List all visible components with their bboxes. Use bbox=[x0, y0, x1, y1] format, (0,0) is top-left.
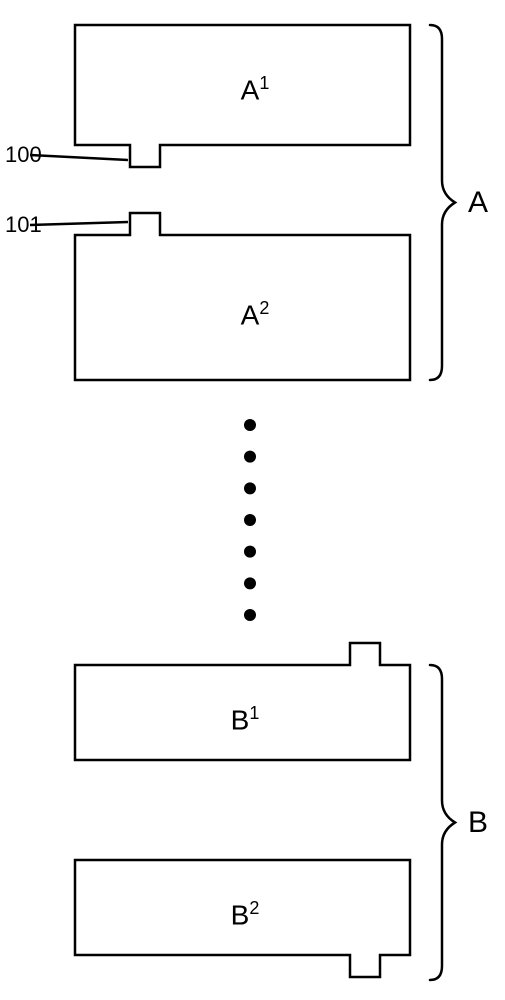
brace-b bbox=[430, 665, 455, 980]
callout-101-leader bbox=[30, 222, 128, 225]
block-a1-label: A1 bbox=[215, 68, 295, 112]
block-b2-label: B2 bbox=[205, 893, 285, 937]
continuation-dot bbox=[244, 546, 256, 558]
callout-100-leader bbox=[30, 155, 128, 160]
continuation-dot bbox=[244, 451, 256, 463]
continuation-dot bbox=[244, 577, 256, 589]
continuation-dot bbox=[244, 482, 256, 494]
block-a2-label: A2 bbox=[215, 293, 295, 337]
callout-101-label: 101 bbox=[5, 212, 42, 237]
continuation-dot bbox=[244, 514, 256, 526]
continuation-dot bbox=[244, 419, 256, 431]
block-b1-label: B1 bbox=[205, 698, 285, 742]
brace-b-label: B bbox=[468, 806, 488, 839]
continuation-dot bbox=[244, 609, 256, 621]
diagram-canvas: A1 A2 100 101 A B1 B2 B bbox=[0, 0, 505, 1000]
brace-a-label: A bbox=[468, 186, 488, 219]
brace-a bbox=[430, 25, 455, 380]
callout-100-label: 100 bbox=[5, 142, 42, 167]
